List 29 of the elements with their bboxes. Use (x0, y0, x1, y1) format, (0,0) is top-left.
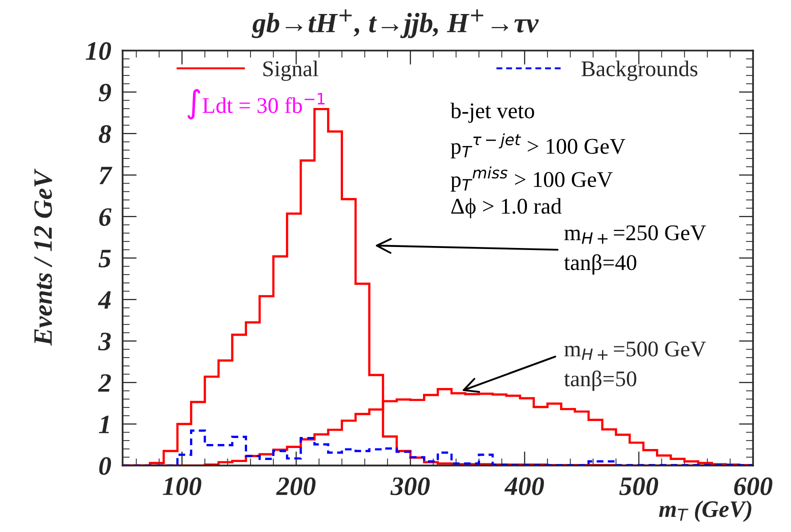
annotation: m$_{H+}$=250 GeV tanβ=40 (564, 225, 706, 275)
y-axis-title: Events / 12 GeV (34, 168, 52, 346)
y-tick-label: 4 (98, 291, 111, 309)
annotation: m$_{H+}$=500 GeV tanβ=50 (564, 341, 706, 391)
x-tick-label: 100 (162, 477, 202, 496)
x-tick-label: 200 (276, 477, 316, 496)
y-tick-label: 2 (98, 374, 111, 392)
y-tick-label: 6 (99, 208, 112, 226)
y-tick-label: 10 (86, 42, 112, 60)
x-tick-label: 400 (504, 477, 544, 496)
legend-label: Signal (263, 60, 318, 81)
y-tick-label: 8 (98, 125, 112, 143)
annotation: Δϕ > 1.0 rad (451, 198, 562, 218)
y-tick-label: 5 (98, 250, 111, 268)
y-tick-label: 3 (98, 332, 111, 350)
y-tick-label: 9 (98, 84, 112, 102)
chart-title: gb→tH$^{+}$, t→jjb, H$^{+}$→τν (252, 9, 539, 38)
annotation: p$_{T}$$^{miss}$ > 100 GeV (450, 166, 613, 192)
legend-label: Backgrounds (582, 60, 698, 81)
y-tick-label: 0 (99, 457, 112, 475)
annotation: ∫Ldt = 30 fb$^{−1}$ (187, 89, 325, 120)
x-axis-title: m$_{T}$ (GeV) (659, 500, 752, 522)
annotation: b-jet veto (450, 102, 534, 123)
y-tick-label: 1 (98, 416, 109, 434)
x-tick-label: 600 (734, 477, 772, 496)
annotation: p$_{T}$$^{τ−jet}$ > 100 GeV (450, 133, 626, 158)
x-tick-label: 500 (619, 477, 658, 496)
x-tick-label: 300 (390, 477, 430, 496)
y-tick-label: 7 (99, 166, 112, 184)
